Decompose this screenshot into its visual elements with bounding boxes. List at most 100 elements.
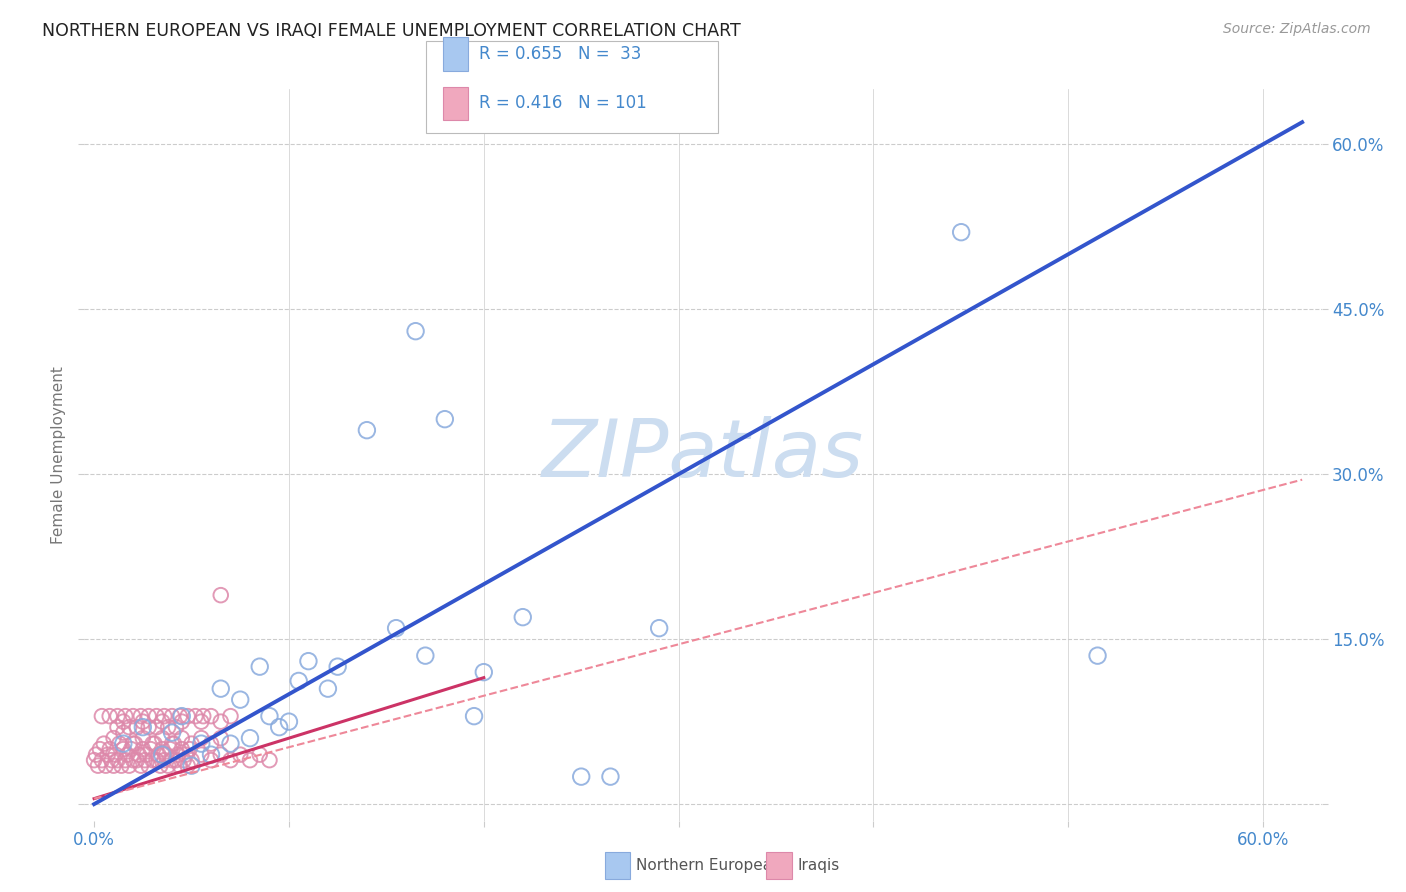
Point [157, 758, 180, 772]
Point [415, 648, 437, 663]
Point [278, 714, 301, 729]
Point [160, 725, 183, 739]
Point [599, 770, 621, 784]
Point [143, 737, 166, 751]
Point [169, 709, 191, 723]
Point [115, 747, 138, 762]
Point [160, 753, 183, 767]
Point [259, 709, 281, 723]
Point [125, 753, 148, 767]
Point [165, 720, 187, 734]
Point [118, 758, 141, 772]
Point [157, 720, 180, 734]
Point [405, 324, 427, 338]
Point [153, 709, 176, 723]
Point [112, 742, 135, 756]
Point [150, 747, 173, 762]
Point [108, 737, 131, 751]
Point [145, 753, 167, 767]
Point [114, 753, 136, 767]
Point [84, 747, 107, 762]
Point [148, 747, 170, 762]
Point [180, 753, 202, 767]
Point [249, 659, 271, 673]
Point [107, 753, 129, 767]
Point [316, 681, 339, 696]
Point [200, 737, 222, 751]
Point [87, 758, 110, 772]
Point [149, 758, 172, 772]
Point [118, 720, 141, 734]
Text: ZIPatlas: ZIPatlas [541, 416, 865, 494]
Point [385, 621, 408, 635]
Text: NORTHERN EUROPEAN VS IRAQI FEMALE UNEMPLOYMENT CORRELATION CHART: NORTHERN EUROPEAN VS IRAQI FEMALE UNEMPL… [42, 22, 741, 40]
Point [103, 758, 125, 772]
Point [176, 758, 198, 772]
Point [356, 423, 378, 437]
Point [142, 753, 165, 767]
Point [94, 758, 117, 772]
Point [122, 753, 145, 767]
Point [219, 709, 242, 723]
Point [170, 714, 193, 729]
Point [180, 758, 202, 772]
Point [83, 753, 105, 767]
Point [209, 714, 232, 729]
Point [259, 753, 281, 767]
Point [97, 747, 120, 762]
Point [129, 758, 152, 772]
Point [112, 714, 135, 729]
Point [433, 412, 456, 426]
Text: R = 0.416   N = 101: R = 0.416 N = 101 [479, 95, 647, 112]
Point [112, 725, 135, 739]
Point [163, 737, 186, 751]
Point [150, 714, 173, 729]
Point [90, 709, 112, 723]
Point [98, 709, 121, 723]
Point [165, 753, 187, 767]
Point [173, 753, 195, 767]
Point [169, 758, 191, 772]
Point [287, 673, 309, 688]
Point [170, 742, 193, 756]
Point [114, 709, 136, 723]
Point [180, 737, 202, 751]
Point [569, 770, 592, 784]
Point [512, 610, 534, 624]
Point [110, 758, 132, 772]
Point [138, 709, 160, 723]
Point [93, 737, 115, 751]
Point [209, 731, 232, 746]
Point [122, 709, 145, 723]
Point [159, 742, 181, 756]
Point [269, 720, 291, 734]
Point [107, 720, 129, 734]
Point [135, 747, 157, 762]
Point [100, 753, 122, 767]
Point [160, 709, 183, 723]
Point [142, 737, 165, 751]
Point [184, 709, 207, 723]
Point [648, 621, 671, 635]
Point [239, 731, 262, 746]
Point [112, 737, 135, 751]
Point [90, 753, 112, 767]
Point [472, 665, 495, 680]
Point [190, 714, 212, 729]
Point [167, 747, 190, 762]
Point [132, 731, 155, 746]
Point [297, 654, 319, 668]
Point [103, 731, 125, 746]
Point [132, 714, 155, 729]
Point [190, 737, 212, 751]
Text: R = 0.655   N =  33: R = 0.655 N = 33 [479, 45, 641, 63]
Point [125, 720, 148, 734]
Point [170, 731, 193, 746]
Point [124, 737, 146, 751]
Text: Northern Europeans: Northern Europeans [636, 858, 789, 872]
Point [155, 747, 177, 762]
Point [107, 709, 129, 723]
Point [190, 731, 212, 746]
Point [229, 692, 252, 706]
Point [249, 747, 271, 762]
